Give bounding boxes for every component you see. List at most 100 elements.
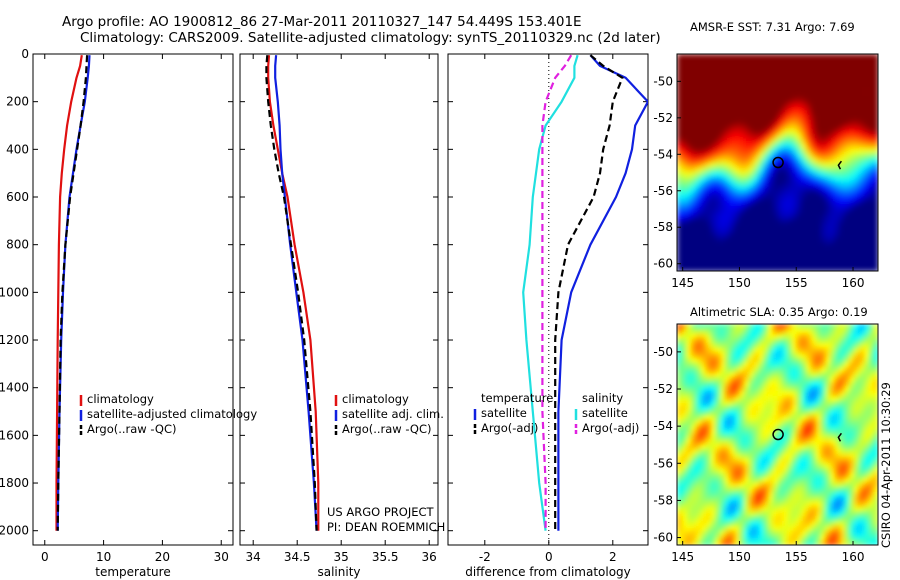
sst-field-cell bbox=[715, 91, 721, 98]
sst-field-cell bbox=[834, 101, 841, 107]
sst-field-cell bbox=[748, 68, 755, 74]
sst-field-cell bbox=[844, 87, 850, 93]
sst-field-cell bbox=[767, 228, 774, 234]
sst-field-cell bbox=[834, 120, 841, 126]
sst-field-cell bbox=[720, 115, 726, 121]
sla-field-cell bbox=[782, 448, 788, 455]
sla-field-cell bbox=[686, 420, 692, 426]
sst-field-cell bbox=[715, 195, 721, 201]
sla-field-cell bbox=[815, 400, 822, 407]
sla-field-cell bbox=[849, 410, 855, 416]
sla-field-cell bbox=[873, 420, 878, 426]
sla-field-cell bbox=[681, 415, 688, 421]
sla-field-cell bbox=[705, 501, 712, 508]
sla-field-cell bbox=[677, 434, 683, 440]
sst-field-cell bbox=[739, 242, 745, 249]
sst-field-cell bbox=[739, 120, 745, 126]
sla-field-cell bbox=[681, 511, 688, 517]
sla-field-cell bbox=[724, 400, 731, 407]
sla-field-cell bbox=[763, 525, 769, 532]
sst-field-cell bbox=[811, 124, 817, 131]
sst-field-cell bbox=[681, 228, 688, 234]
sla-field-cell bbox=[753, 372, 759, 378]
sst-field-cell bbox=[715, 138, 721, 145]
sst-field-cell bbox=[825, 242, 831, 249]
sst-field-cell bbox=[806, 105, 812, 112]
sst-field-cell bbox=[791, 167, 798, 173]
sst-field-cell bbox=[705, 223, 712, 230]
sst-field-cell bbox=[696, 124, 702, 131]
sla-field-cell bbox=[825, 338, 831, 344]
sst-field-cell bbox=[715, 209, 721, 215]
sla-field-cell bbox=[705, 535, 712, 541]
sst-field-cell bbox=[863, 124, 870, 131]
sst-field-cell bbox=[854, 148, 860, 154]
sst-field-cell bbox=[782, 242, 788, 249]
sst-field-cell bbox=[696, 181, 702, 187]
sst-field-cell bbox=[715, 219, 721, 225]
sst-field-cell bbox=[806, 233, 812, 239]
sst-field-cell bbox=[744, 110, 750, 116]
sst-field-cell bbox=[787, 143, 793, 149]
sla-field-cell bbox=[734, 458, 740, 464]
sla-field-cell bbox=[830, 420, 836, 426]
sst-field-cell bbox=[815, 77, 822, 83]
sst-field-cell bbox=[801, 223, 807, 230]
sst-field-cell bbox=[854, 219, 860, 225]
temp-xtick-label: 20 bbox=[155, 550, 170, 564]
sla-field-cell bbox=[801, 506, 807, 512]
sst-field-cell bbox=[705, 190, 712, 197]
sla-field-cell bbox=[691, 405, 697, 412]
sst-field-cell bbox=[705, 167, 712, 173]
sst-field-cell bbox=[873, 261, 878, 267]
sla-field-cell bbox=[720, 400, 726, 407]
sla-field-cell bbox=[758, 520, 764, 527]
sla-field-cell bbox=[763, 429, 769, 436]
sst-field-cell bbox=[772, 233, 779, 239]
sst-field-cell bbox=[734, 219, 740, 225]
sst-field-cell bbox=[758, 228, 764, 234]
sla-field-cell bbox=[806, 453, 812, 460]
sst-field-cell bbox=[710, 138, 716, 145]
sst-field-cell bbox=[791, 223, 798, 230]
sla-field-cell bbox=[839, 439, 846, 445]
sla-field-cell bbox=[811, 386, 817, 392]
sla-field-cell bbox=[811, 357, 817, 364]
sst-field-cell bbox=[772, 96, 779, 102]
sla-field-cell bbox=[715, 429, 721, 436]
sla-field-cell bbox=[873, 540, 878, 545]
sst-field-cell bbox=[744, 124, 750, 131]
sla-field-cell bbox=[705, 391, 712, 397]
sla-field-cell bbox=[815, 506, 822, 512]
sst-field-cell bbox=[834, 176, 841, 182]
sst-field-cell bbox=[849, 153, 855, 159]
sst-field-cell bbox=[863, 77, 870, 83]
sla-field-cell bbox=[681, 535, 688, 541]
sla-field-cell bbox=[705, 424, 712, 431]
sst-field-cell bbox=[734, 171, 740, 178]
sst-field-cell bbox=[772, 167, 779, 173]
sla-field-cell bbox=[811, 535, 817, 541]
sla-field-cell bbox=[863, 511, 870, 517]
sst-field-cell bbox=[787, 91, 793, 98]
sst-field-cell bbox=[796, 124, 803, 131]
sst-field-cell bbox=[748, 124, 755, 131]
sla-field-cell bbox=[763, 362, 769, 368]
sla-field-cell bbox=[677, 463, 683, 469]
sst-field-cell bbox=[705, 115, 712, 121]
sla-field-cell bbox=[720, 381, 726, 388]
sla-field-cell bbox=[720, 530, 726, 536]
sla-field-cell bbox=[677, 376, 683, 383]
sst-field-cell bbox=[787, 252, 793, 258]
sla-field-cell bbox=[710, 362, 716, 368]
sla-field-cell bbox=[834, 458, 841, 464]
sla-field-cell bbox=[767, 520, 774, 527]
sst-field-cell bbox=[858, 223, 865, 230]
sla-field-cell bbox=[825, 333, 831, 340]
sla-field-cell bbox=[815, 386, 822, 392]
sla-field-cell bbox=[710, 516, 716, 522]
sst-field-cell bbox=[830, 148, 836, 154]
sla-field-cell bbox=[777, 352, 783, 359]
sla-field-cell bbox=[772, 463, 779, 469]
sst-field-cell bbox=[782, 223, 788, 230]
